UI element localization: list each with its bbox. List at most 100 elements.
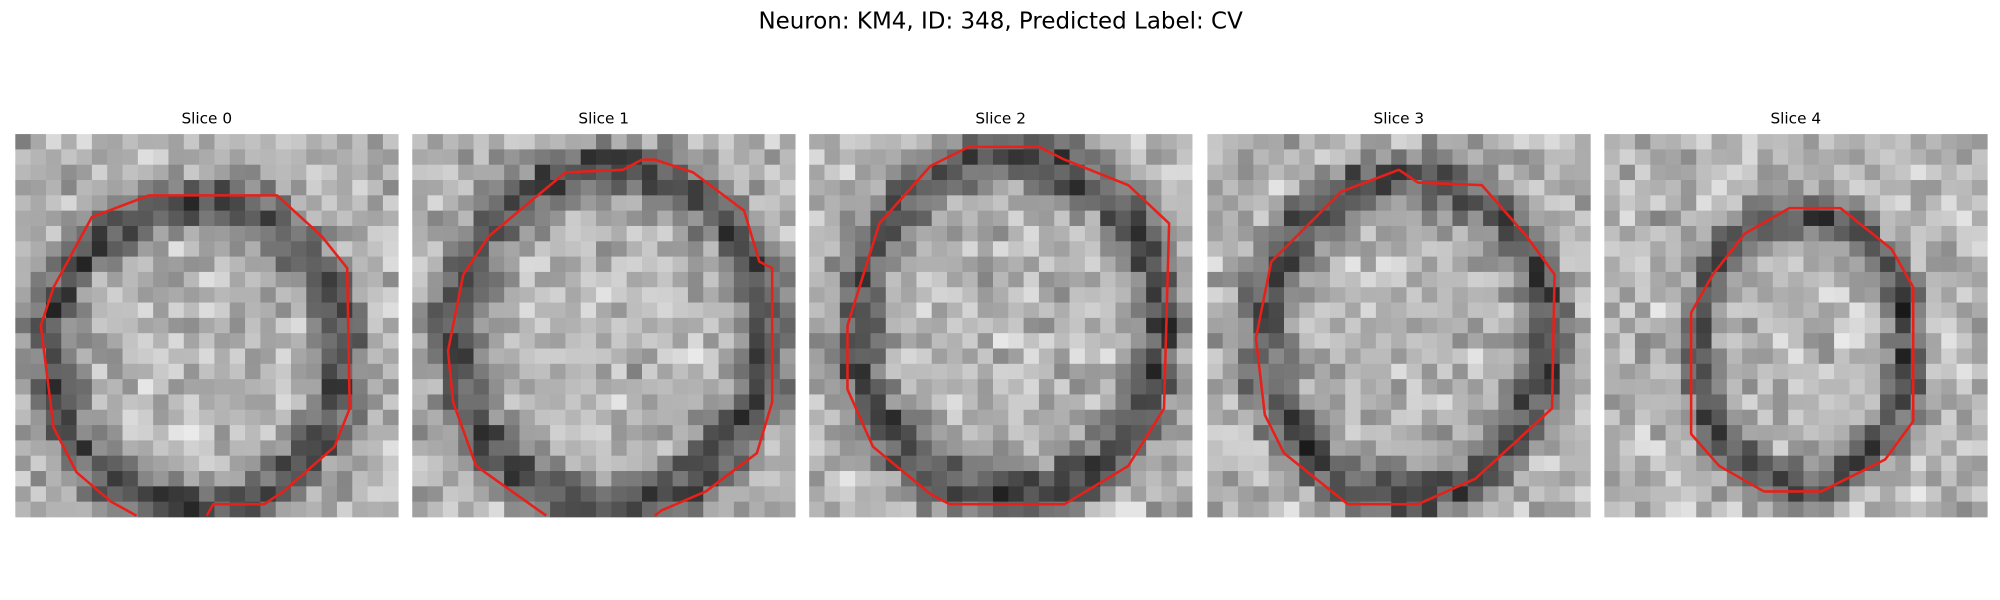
pixel [1437,394,1453,411]
pixel [1054,180,1070,196]
pixel [153,241,169,257]
pixel [122,455,139,472]
pixel [779,317,796,334]
pixel [1130,471,1147,487]
pixel [1038,287,1055,303]
pixel [611,287,628,303]
pixel [1956,134,1973,150]
pixel [91,164,108,181]
pixel [992,440,1009,457]
pixel [137,486,154,503]
pixel [183,210,200,227]
pixel [1619,195,1636,212]
pixel [1268,180,1285,196]
pixel [352,256,368,273]
pixel [1115,425,1132,441]
pixel [1406,486,1423,503]
pixel [1665,180,1682,196]
pixel [1222,348,1239,365]
pixel [137,379,154,395]
pixel [1665,455,1682,472]
pixel [1544,409,1561,426]
pixel [1772,425,1789,441]
pixel [779,440,796,457]
pixel [1115,225,1132,242]
pixel [1084,287,1101,303]
pixel [1283,425,1300,441]
pixel [1788,302,1804,319]
pixel [1238,425,1254,441]
pixel [1665,471,1682,487]
pixel [61,317,77,334]
pixel [91,225,108,242]
pixel [1757,271,1774,288]
pixel [1391,195,1407,212]
pixel [321,425,338,441]
pixel [1880,317,1896,334]
pixel [1925,333,1942,349]
pixel [611,501,628,518]
pixel [1345,394,1361,411]
pixel [962,164,979,181]
pixel [1818,409,1835,426]
pixel [1513,149,1530,166]
pixel [1834,486,1850,503]
pixel [1803,164,1820,181]
pixel [1375,195,1392,212]
pixel [992,486,1009,503]
pixel [733,333,750,349]
pixel [1069,363,1086,380]
pixel [137,440,154,457]
pixel [1452,363,1469,380]
pixel [809,501,825,518]
pixel [1864,180,1881,196]
pixel [687,241,704,257]
pixel [1161,440,1178,457]
pixel [687,180,704,196]
pixel [1268,225,1285,242]
pixel [1146,287,1162,303]
pixel [626,425,643,441]
pixel [1680,164,1697,181]
pixel [931,440,948,457]
pixel [1421,409,1438,426]
pixel [1008,333,1024,349]
pixel [1161,302,1178,319]
pixel [153,256,169,273]
pixel [1100,455,1116,472]
pixel [1008,195,1024,212]
pixel [1222,195,1239,212]
pixel [977,379,994,395]
pixel [870,486,887,503]
pixel [687,501,704,518]
pixel [1467,409,1484,426]
pixel [1360,333,1377,349]
pixel [30,394,47,411]
pixel [1834,363,1850,380]
pixel [1925,195,1942,212]
pixel [1788,440,1804,457]
pixel [1345,471,1361,487]
pixel [611,333,628,349]
pixel [1559,164,1576,181]
pixel [1375,379,1392,395]
pixel [641,348,658,365]
pixel [336,287,353,303]
pixel [977,302,994,319]
pixel [291,195,307,212]
pixel [1574,486,1591,503]
pixel [1788,425,1804,441]
pixel [1008,440,1024,457]
pixel [1038,440,1055,457]
pixel [779,271,796,288]
pixel [382,486,399,503]
pixel [229,379,246,395]
pixel [1268,363,1285,380]
pixel [1971,501,1988,518]
pixel [1038,317,1055,334]
pixel [291,333,307,349]
pixel [214,425,231,441]
pixel [214,256,231,273]
pixel [764,210,781,227]
pixel [1956,210,1973,227]
